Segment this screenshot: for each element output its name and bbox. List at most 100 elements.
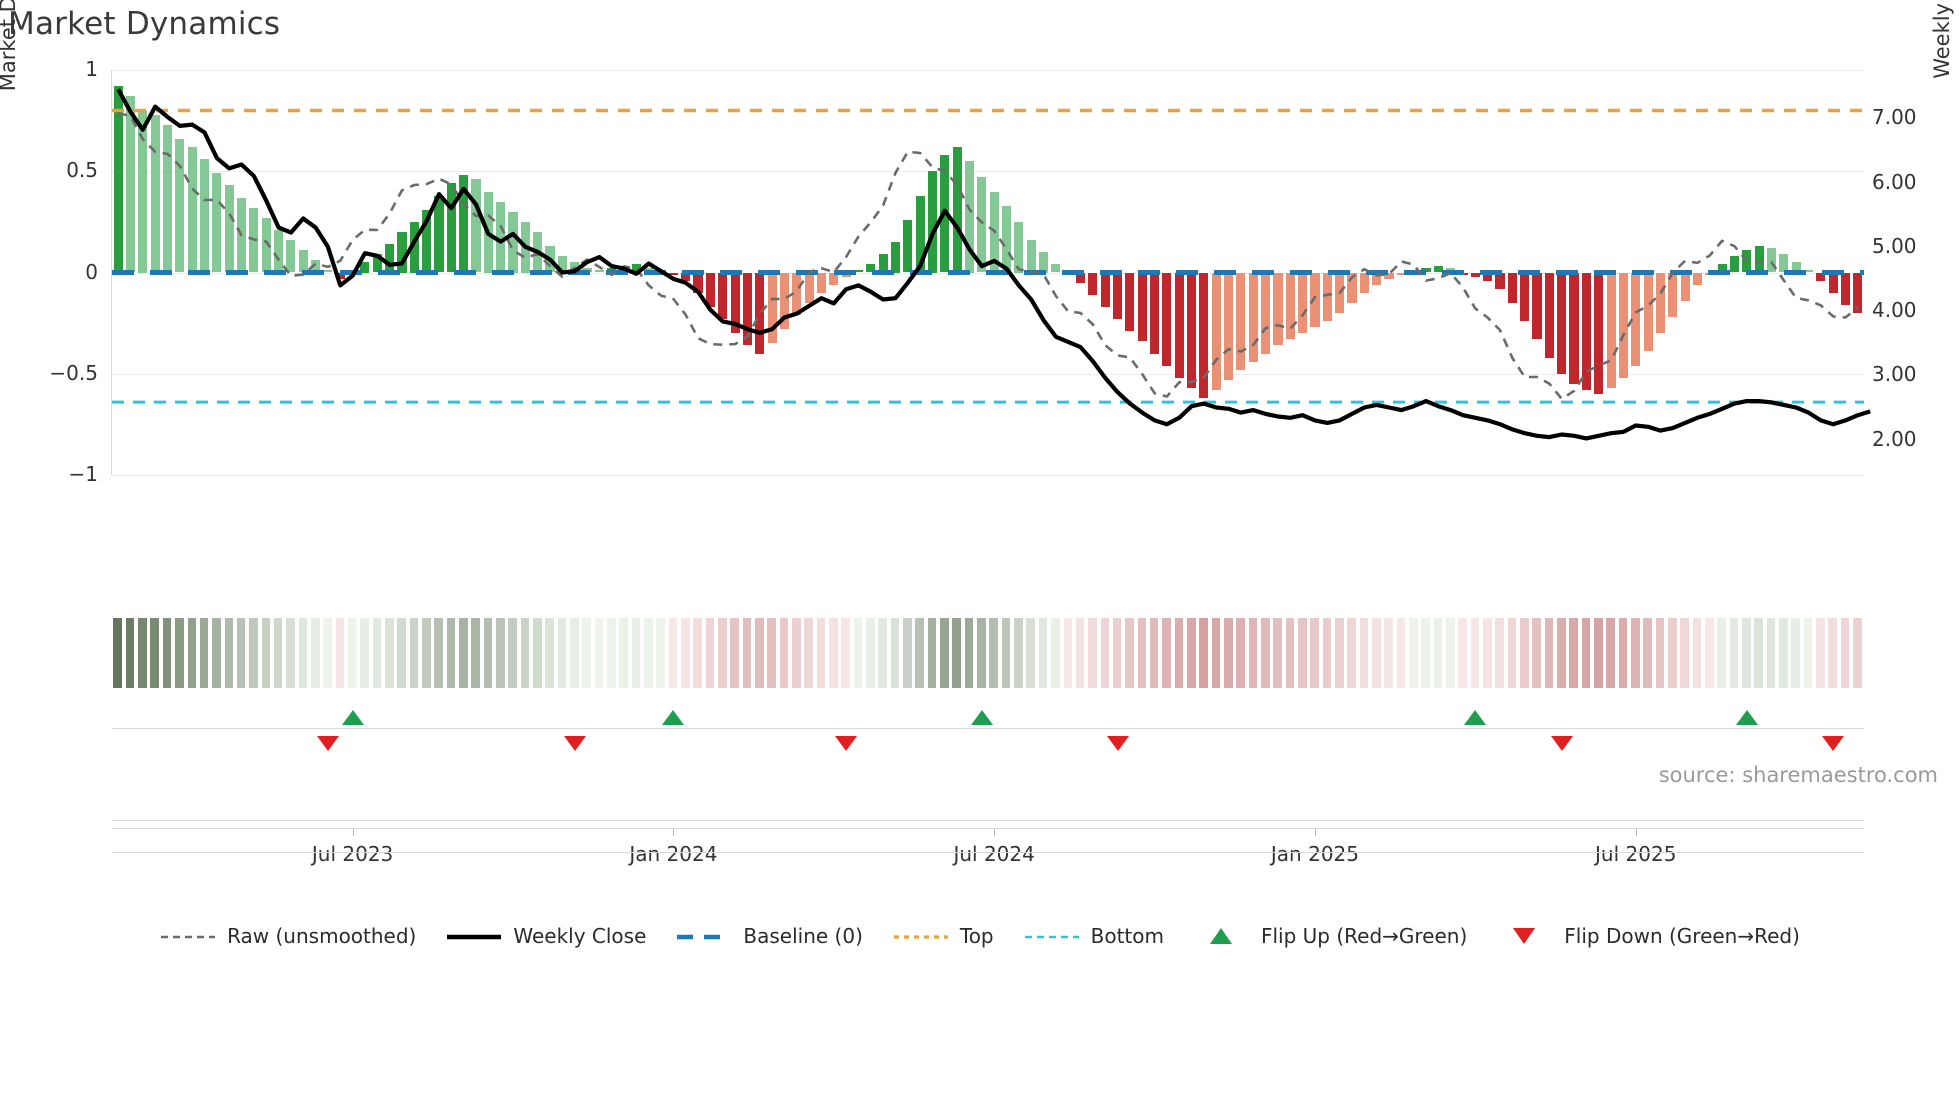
x-tick: Jan 2024 [629, 842, 718, 866]
dynamics-bar [964, 161, 975, 273]
heatmap-cell [1285, 618, 1295, 688]
dynamics-bar [1224, 272, 1234, 380]
dynamics-bar [730, 272, 740, 334]
heatmap-cell [1014, 618, 1023, 688]
dynamics-bar [927, 171, 938, 273]
heatmap-cell [409, 618, 419, 688]
heatmap-cell [1828, 618, 1838, 688]
dynamics-bar [1347, 272, 1357, 303]
heatmap-cell [1334, 618, 1344, 688]
dynamics-bar [1162, 272, 1172, 366]
legend-item[interactable]: Baseline (0) [676, 924, 863, 948]
heatmap-cell [532, 618, 542, 688]
flip-down-marker[interactable] [835, 736, 858, 751]
flip-up-marker[interactable] [1464, 710, 1487, 725]
heatmap-cell [940, 618, 949, 688]
flip-up-marker[interactable] [341, 710, 364, 725]
heatmap-cell [1680, 618, 1690, 688]
heatmap-cell [878, 618, 888, 688]
x-tick: Jul 2023 [311, 842, 394, 866]
dynamics-bar [1828, 272, 1838, 293]
dynamics-bar [434, 195, 444, 273]
legend-item[interactable]: Weekly Close [446, 924, 646, 948]
dynamics-bar [1236, 272, 1246, 370]
dynamics-bar [1261, 272, 1271, 354]
y-tick-left: 1 [85, 57, 98, 81]
flip-down-marker[interactable] [1822, 736, 1845, 751]
dynamics-bar [1643, 272, 1653, 352]
dynamics-bar [125, 96, 136, 273]
heatmap-cell [1470, 618, 1480, 688]
dynamics-bar [1557, 272, 1567, 374]
dynamics-bar [385, 244, 395, 273]
heatmap-cell [1643, 618, 1653, 688]
heatmap-cell [1273, 618, 1282, 688]
flip-up-marker[interactable] [662, 710, 685, 725]
y-tick-left: 0.5 [66, 158, 98, 183]
dynamics-bar [1273, 272, 1283, 346]
heatmap-cell [1594, 618, 1603, 688]
heatmap-cell [804, 618, 814, 688]
legend-item[interactable]: Bottom [1024, 924, 1164, 948]
legend-item[interactable]: Flip Up (Red→Green) [1194, 924, 1467, 948]
flip-up-marker[interactable] [1735, 710, 1758, 725]
heatmap-cell [1310, 618, 1319, 688]
legend-item[interactable]: Flip Down (Green→Red) [1497, 924, 1800, 948]
dynamics-bar [1606, 272, 1616, 388]
dynamics-bar [1322, 272, 1332, 322]
y-tick-right: 2.00 [1872, 426, 1917, 451]
heatmap-cell [582, 618, 591, 688]
legend-label: Raw (unsmoothed) [227, 924, 417, 948]
legend-item[interactable]: Raw (unsmoothed) [160, 924, 416, 948]
dynamics-bar [668, 272, 678, 275]
heatmap-cell [853, 618, 863, 688]
dynamics-bar [397, 232, 407, 273]
heatmap-cell [1569, 618, 1578, 688]
gridline [112, 70, 1864, 71]
heatmap-cell [175, 618, 184, 688]
flip-up-marker[interactable] [970, 710, 993, 725]
dynamics-bar [681, 272, 691, 281]
heatmap-cell [1408, 618, 1418, 688]
heatmap-cell [866, 618, 875, 688]
dynamics-bar [261, 217, 271, 273]
dynamics-bar [557, 256, 567, 273]
line-swatch-icon [893, 927, 949, 945]
flip-down-marker[interactable] [316, 736, 339, 751]
page-title: Market Dynamics [8, 6, 281, 42]
heatmap-cell [1223, 618, 1233, 688]
dynamics-bar [952, 146, 962, 273]
dynamics-bar [311, 260, 321, 273]
legend-item[interactable]: Top [893, 924, 994, 948]
regime-heatmap-strip [112, 618, 1864, 688]
heatmap-cell [779, 618, 789, 688]
dynamics-bar [286, 240, 296, 273]
dynamics-bar [323, 270, 333, 273]
heatmap-cell [742, 618, 752, 688]
heatmap-cell [989, 618, 999, 688]
dynamics-bar [1779, 254, 1789, 273]
heatmap-cell [1359, 618, 1369, 688]
flip-down-marker[interactable] [1106, 736, 1129, 751]
heatmap-cell [903, 618, 912, 688]
line-swatch-icon [1024, 927, 1080, 945]
heatmap-cell [1371, 618, 1381, 688]
flip-down-marker[interactable] [563, 736, 586, 751]
dynamics-bar [298, 250, 308, 273]
heatmap-cell [1458, 618, 1467, 688]
dynamics-bar [1507, 272, 1517, 303]
triangle-down-icon [1497, 927, 1553, 945]
heatmap-cell [1051, 618, 1060, 688]
dynamics-bar [742, 272, 752, 346]
dynamics-bar [212, 173, 222, 273]
heatmap-cell [125, 618, 135, 688]
heatmap-cell [323, 618, 332, 688]
raw-unsmoothed-line [117, 111, 1859, 401]
dynamics-bar [1149, 272, 1160, 354]
line-swatch-icon [446, 927, 502, 945]
dynamics-bar [1631, 272, 1641, 366]
heatmap-cell [1853, 618, 1862, 688]
flip-down-marker[interactable] [1550, 736, 1573, 751]
heatmap-cell [792, 618, 801, 688]
dynamics-bar [1211, 272, 1221, 390]
